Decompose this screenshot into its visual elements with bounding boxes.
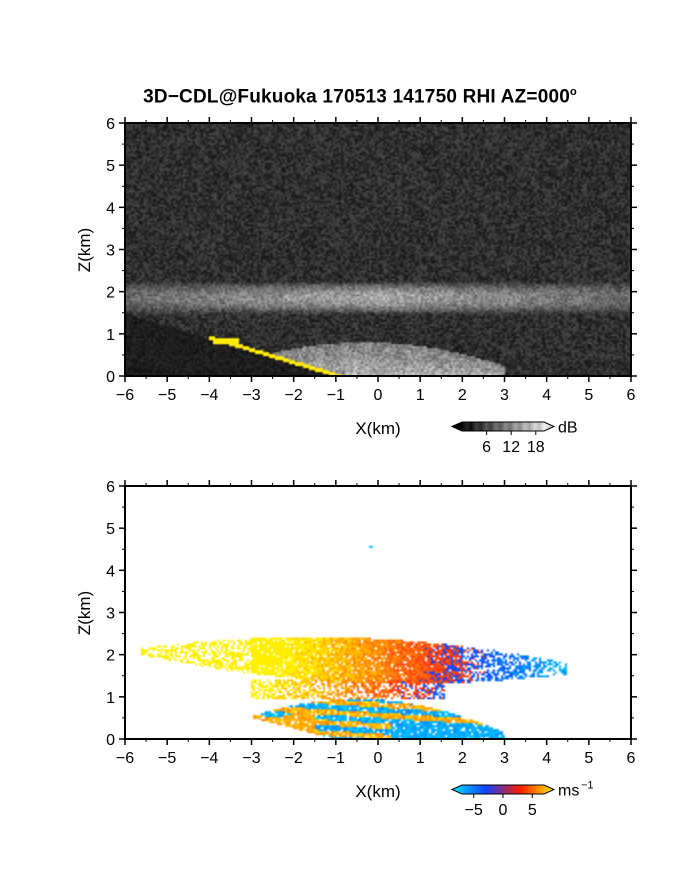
- velocity-panel: −6 −5 −4 −3 −2 −1 0 1 2 3 4 5 6 0 1 2 3 4 5 6 X(km) Z(km) −…: [75, 479, 637, 819]
- colorbar-tick-label: 6: [482, 439, 491, 456]
- backscatter-heatmap: [125, 123, 631, 376]
- colorbar-tick-label: 0: [499, 802, 508, 819]
- x-tick-label: 5: [584, 750, 593, 767]
- y-tick-label: 4: [106, 200, 115, 217]
- x-tick-label: 6: [627, 750, 636, 767]
- x-tick-label: 1: [416, 387, 425, 404]
- x-tick-label: −4: [200, 387, 218, 404]
- x-tick-label: −3: [242, 387, 260, 404]
- x-tick-label: 0: [374, 750, 383, 767]
- x-tick-label: 2: [458, 750, 467, 767]
- y-tick-label: 2: [106, 648, 115, 665]
- x-tick-label: 4: [542, 750, 551, 767]
- colorbar-tick-label: 12: [502, 439, 520, 456]
- x-tick-label: −6: [116, 387, 134, 404]
- y-tick-label: 1: [106, 690, 115, 707]
- x-tick-label: 1: [416, 750, 425, 767]
- colorbar-velocity: −5 0 5 ms −1: [450, 780, 594, 819]
- x-tick-label: 0: [374, 387, 383, 404]
- x-tick-label: −1: [327, 387, 345, 404]
- y-axis-title: Z(km): [75, 591, 94, 635]
- y-tick-label: 3: [106, 606, 115, 623]
- x-tick-label: −5: [158, 750, 176, 767]
- colorbar-db: 6 12 18 dB: [450, 420, 578, 456]
- colorbar-unit: dB: [558, 420, 578, 437]
- y-tick-label: 6: [106, 116, 115, 133]
- colorbar-tick-label: 5: [528, 802, 537, 819]
- y-tick-label: 4: [106, 563, 115, 580]
- x-tick-label: −4: [200, 750, 218, 767]
- x-tick-label: 4: [542, 387, 551, 404]
- colorbar-bar: [450, 421, 556, 432]
- axis-ticks: −6 −5 −4 −3 −2 −1 0 1 2 3 4 5 6 0 1 2 3 4 5 6: [106, 479, 637, 767]
- axis-ticks: −6 −5 −4 −3 −2 −1 0 1 2 3 4 5 6 0 1 2 3 4 5 6: [106, 116, 637, 404]
- y-tick-label: 0: [106, 732, 115, 749]
- x-tick-label: −5: [158, 387, 176, 404]
- x-tick-label: −3: [242, 750, 260, 767]
- velocity-heatmap: [125, 486, 631, 739]
- x-axis-title: X(km): [355, 782, 400, 801]
- colorbar-unit: ms: [558, 783, 579, 800]
- chart-title: 3D−CDL@Fukuoka 170513 141750 RHI AZ=000o: [143, 86, 577, 108]
- x-tick-label: 3: [500, 750, 509, 767]
- colorbar-tick-label: 18: [527, 439, 545, 456]
- x-axis-title: X(km): [355, 419, 400, 438]
- y-tick-label: 0: [106, 369, 115, 386]
- y-tick-label: 1: [106, 327, 115, 344]
- y-tick-label: 5: [106, 521, 115, 538]
- colorbar-bar: [450, 784, 556, 795]
- x-tick-label: −2: [285, 387, 303, 404]
- x-tick-label: −6: [116, 750, 134, 767]
- x-tick-label: −2: [285, 750, 303, 767]
- x-tick-label: 5: [584, 387, 593, 404]
- colorbar-unit-exponent: −1: [581, 780, 594, 792]
- y-tick-label: 5: [106, 158, 115, 175]
- x-tick-label: 2: [458, 387, 467, 404]
- y-tick-label: 2: [106, 285, 115, 302]
- y-tick-label: 3: [106, 243, 115, 260]
- x-tick-label: 6: [627, 387, 636, 404]
- x-tick-label: 3: [500, 387, 509, 404]
- y-tick-label: 6: [106, 479, 115, 496]
- x-tick-label: −1: [327, 750, 345, 767]
- y-axis-title: Z(km): [75, 228, 94, 272]
- colorbar-tick-label: −5: [465, 802, 483, 819]
